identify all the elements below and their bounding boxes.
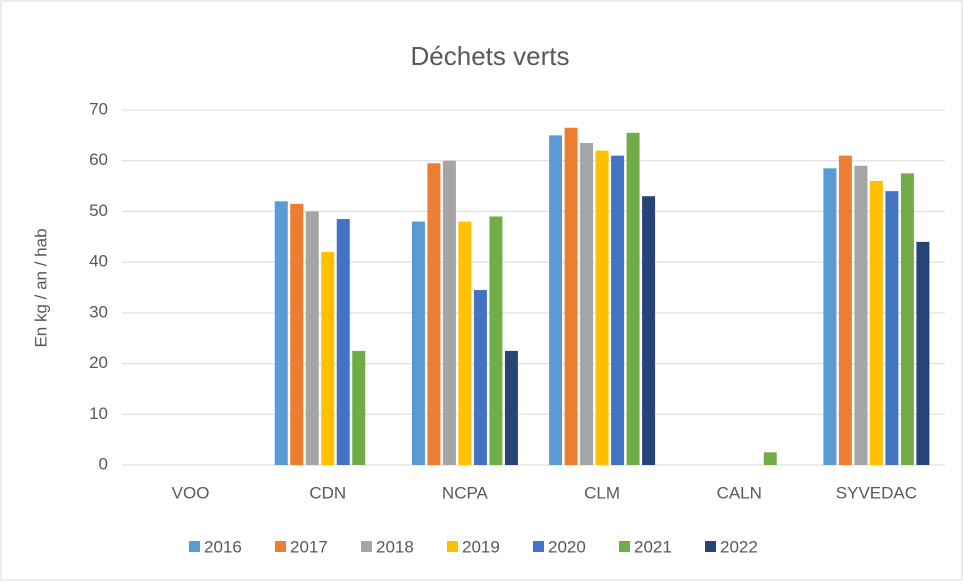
bar	[885, 191, 899, 465]
legend-label: 2021	[634, 537, 672, 556]
legend-label: 2017	[290, 537, 328, 556]
y-tick-label: 50	[89, 201, 108, 220]
legend-label: 2018	[376, 537, 414, 556]
bar	[642, 196, 656, 465]
x-tick-label: CDN	[309, 483, 346, 502]
y-tick-label: 60	[89, 150, 108, 169]
bar	[458, 221, 472, 465]
legend-swatch	[705, 541, 716, 552]
legend-label: 2019	[462, 537, 500, 556]
y-tick-label: 30	[89, 302, 108, 321]
bar	[321, 252, 335, 465]
bar	[626, 132, 640, 466]
bar	[595, 150, 609, 466]
legend-swatch	[361, 541, 372, 552]
bar	[427, 163, 441, 465]
x-tick-label: NCPA	[442, 483, 489, 502]
bar	[274, 201, 288, 466]
bar	[763, 452, 777, 465]
bar	[411, 221, 425, 465]
bar	[473, 290, 487, 465]
bar	[549, 135, 563, 465]
x-tick-label: SYVEDAC	[836, 483, 917, 502]
legend-swatch	[619, 541, 630, 552]
bar	[900, 173, 914, 465]
y-tick-label: 70	[89, 99, 108, 118]
bar	[442, 160, 456, 465]
legend-swatch	[189, 541, 200, 552]
x-tick-label: CALN	[717, 483, 762, 502]
y-axis-label: En kg / an / hab	[31, 228, 50, 347]
bar	[352, 350, 366, 465]
legend-swatch	[447, 541, 458, 552]
legend-label: 2020	[548, 537, 586, 556]
bar	[305, 211, 319, 465]
y-tick-label: 0	[99, 454, 108, 473]
bar	[916, 241, 930, 465]
y-tick-label: 20	[89, 353, 108, 372]
x-tick-label: VOO	[172, 483, 210, 502]
bar	[290, 203, 304, 466]
bar	[854, 165, 868, 466]
bar	[489, 216, 503, 465]
bar	[611, 155, 625, 465]
legend-label: 2022	[720, 537, 758, 556]
bar	[564, 127, 578, 465]
bar	[580, 142, 594, 465]
bar	[838, 155, 852, 465]
legend-label: 2016	[204, 537, 242, 556]
x-tick-label: CLM	[584, 483, 620, 502]
y-tick-label: 10	[89, 404, 108, 423]
bar	[504, 350, 518, 465]
bar	[823, 168, 837, 466]
legend-swatch	[275, 541, 286, 552]
bar	[869, 181, 883, 465]
chart-title: Déchets verts	[411, 41, 570, 71]
bar	[336, 219, 350, 465]
y-tick-label: 40	[89, 252, 108, 271]
legend-swatch	[533, 541, 544, 552]
